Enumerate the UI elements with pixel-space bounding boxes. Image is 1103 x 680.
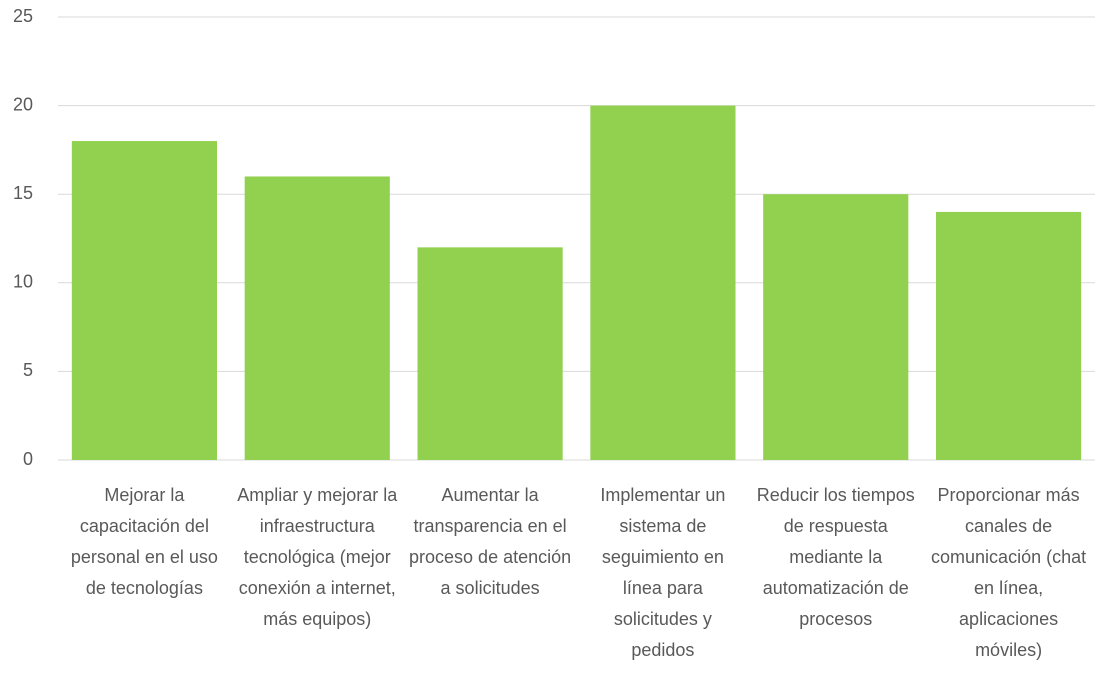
- y-tick-label: 25: [13, 6, 33, 26]
- x-tick-label: Mejorar la capacitación del personal en …: [70, 485, 218, 598]
- x-tick-label: Reducir los tiempos de respuesta mediant…: [756, 485, 915, 629]
- bar: [763, 194, 909, 460]
- bar: [935, 211, 1082, 460]
- y-tick-label: 0: [23, 449, 33, 469]
- y-tick-label: 15: [13, 183, 33, 203]
- y-tick-label: 20: [13, 94, 33, 114]
- bar: [244, 176, 390, 461]
- bar: [590, 105, 736, 460]
- bar: [417, 247, 563, 460]
- bar: [71, 141, 218, 461]
- x-tick-label: Implementar un sistema de seguimiento en…: [600, 485, 726, 660]
- x-tick-label: Ampliar y mejorar la infraestructura tec…: [237, 485, 398, 629]
- y-tick-label: 5: [23, 360, 33, 380]
- x-tick-label: Proporcionar más canales de comunicación…: [931, 485, 1087, 660]
- y-tick-label: 10: [13, 272, 33, 292]
- x-tick-label: Aumentar la transparencia en el proceso …: [409, 485, 572, 598]
